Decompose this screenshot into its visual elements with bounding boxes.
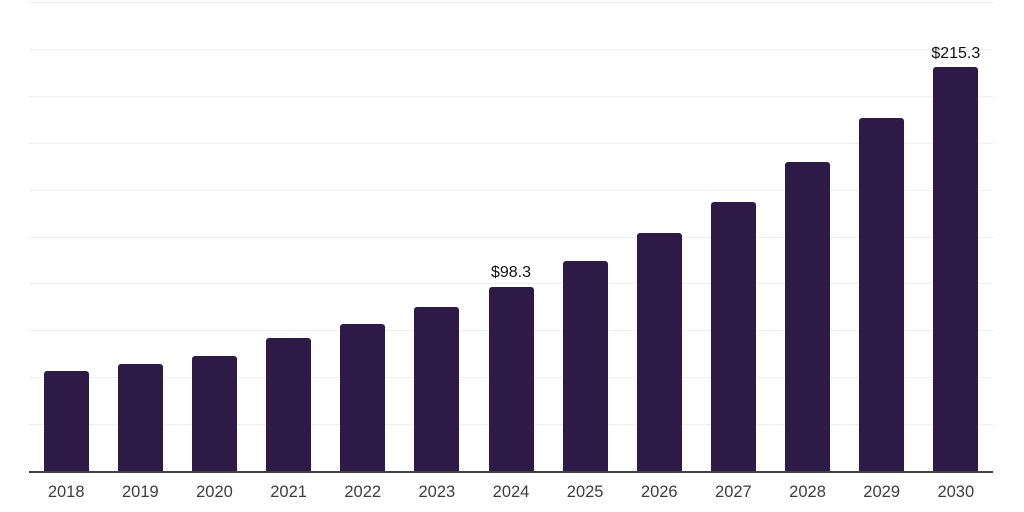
bar-2021 xyxy=(266,338,312,471)
x-tick-label-2021: 2021 xyxy=(270,483,307,501)
bar-2029 xyxy=(859,118,905,471)
x-tick-label-2025: 2025 xyxy=(566,483,604,501)
x-axis-labels: 2018 2019 2020 2021 2022 2023 2024 2025 2026 2027… xyxy=(29,473,993,505)
gridline xyxy=(29,48,993,50)
bar-value-label-2024: $98.3 xyxy=(490,264,532,281)
bar-value-label-2030: $215.3 xyxy=(931,44,981,62)
x-tick-label-2030: 2030 xyxy=(937,483,975,501)
x-tick-label-2028: 2028 xyxy=(789,483,826,501)
plot-area: $98.3 $215.3 xyxy=(29,2,993,473)
x-axis-line xyxy=(29,471,993,473)
bar-2019 xyxy=(117,364,163,471)
gridline xyxy=(29,236,993,238)
gridline xyxy=(29,142,993,144)
x-tick-label-2026: 2026 xyxy=(640,483,678,501)
gridline xyxy=(29,95,993,97)
x-tick-label-2022: 2022 xyxy=(344,483,382,501)
x-tick-label-2027: 2027 xyxy=(715,483,752,501)
gridline xyxy=(29,283,993,285)
bar-2027 xyxy=(710,201,756,471)
gridline xyxy=(29,2,993,3)
bar-2023 xyxy=(414,306,460,471)
x-tick-label-2024: 2024 xyxy=(492,483,530,501)
bar-2025 xyxy=(562,260,608,471)
bar-2028 xyxy=(785,162,831,471)
bars-layer: $98.3 $215.3 xyxy=(29,2,993,471)
x-tick-label-2018: 2018 xyxy=(47,483,85,501)
bar-2018 xyxy=(43,370,89,471)
bar-2022 xyxy=(340,324,386,471)
x-tick-label-2019: 2019 xyxy=(121,483,159,501)
x-tick-label-2020: 2020 xyxy=(196,483,233,501)
bar-2024 xyxy=(488,286,534,471)
gridline xyxy=(29,189,993,191)
x-tick-label-2029: 2029 xyxy=(863,483,901,501)
bar-2026 xyxy=(636,232,682,471)
bar-2020 xyxy=(191,356,237,471)
bar-2030 xyxy=(933,67,979,471)
x-tick-label-2023: 2023 xyxy=(418,483,456,501)
